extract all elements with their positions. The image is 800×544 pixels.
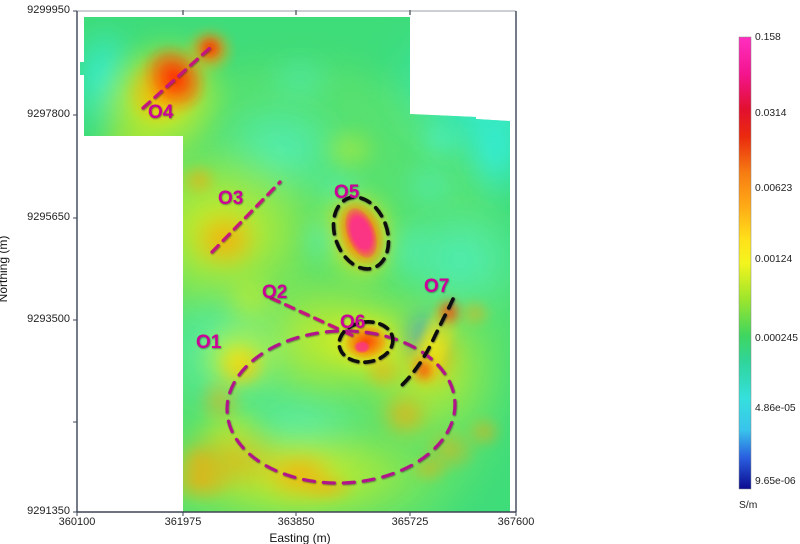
svg-text:O7: O7 [424,276,449,297]
svg-text:O1: O1 [196,332,222,353]
svg-text:0.000245: 0.000245 [755,333,798,344]
svg-text:O6: O6 [340,312,365,333]
svg-text:0.0314: 0.0314 [755,108,787,119]
svg-text:O4: O4 [148,102,174,123]
svg-text:O3: O3 [218,188,243,209]
svg-text:9.65e-06: 9.65e-06 [755,476,796,487]
svg-text:4.86e-05: 4.86e-05 [755,403,796,414]
svg-text:0.00124: 0.00124 [755,254,792,265]
svg-text:S/m: S/m [739,500,757,511]
svg-text:O2: O2 [262,282,287,303]
svg-text:O5: O5 [334,182,360,203]
svg-text:0.00623: 0.00623 [755,183,792,194]
svg-text:0.158: 0.158 [755,32,781,43]
